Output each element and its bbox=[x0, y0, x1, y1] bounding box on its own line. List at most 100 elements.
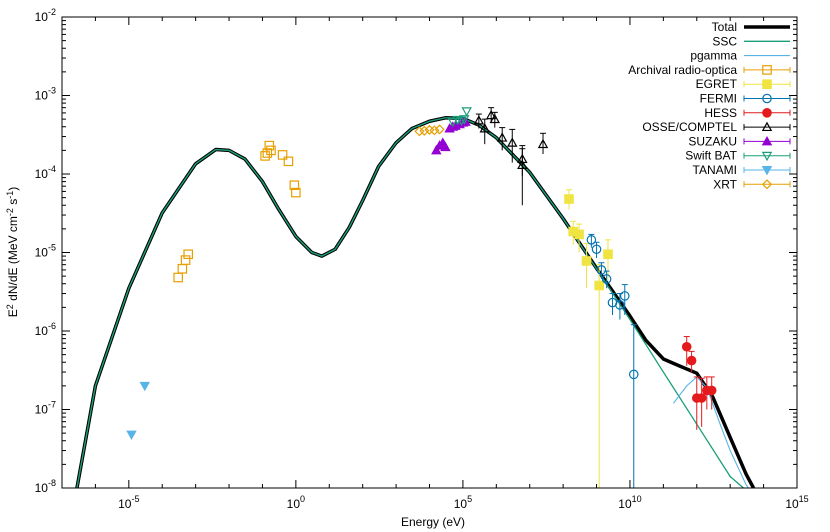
data-point bbox=[291, 187, 301, 198]
legend-label: FERMI bbox=[700, 92, 737, 106]
data-point bbox=[686, 355, 697, 366]
data-point bbox=[574, 229, 584, 240]
data-point bbox=[183, 249, 194, 260]
data-point bbox=[591, 244, 602, 255]
legend-marker bbox=[761, 121, 773, 132]
data-point bbox=[419, 125, 430, 136]
series-tanami bbox=[126, 381, 150, 440]
data-point bbox=[615, 300, 625, 310]
y-tick-label: 10-5 bbox=[35, 243, 56, 260]
y-tick-label: 10-3 bbox=[35, 86, 56, 103]
legend-entry: pgamma bbox=[690, 49, 790, 63]
legend-entry: Archival radio-optica bbox=[628, 63, 791, 77]
x-axis-label: Energy (eV) bbox=[401, 515, 465, 529]
x-tick-label: 1015 bbox=[785, 494, 808, 511]
data-point bbox=[507, 137, 518, 147]
data-point bbox=[173, 272, 183, 283]
legend-entry: SSC bbox=[712, 34, 790, 48]
legend-marker bbox=[761, 151, 773, 162]
legend-entry: TANAMI bbox=[693, 163, 791, 177]
legend-label: Total bbox=[712, 20, 737, 34]
data-point bbox=[628, 369, 639, 380]
data-point bbox=[619, 291, 630, 301]
y-tick-label: 10-8 bbox=[35, 478, 56, 495]
data-point bbox=[266, 145, 276, 156]
data-point bbox=[586, 235, 597, 245]
data-point bbox=[440, 141, 451, 152]
data-point bbox=[289, 180, 300, 190]
y-tick-label: 10-6 bbox=[35, 321, 56, 338]
data-point bbox=[434, 124, 445, 135]
data-point bbox=[564, 194, 574, 204]
legend-marker bbox=[761, 166, 773, 176]
series-egret bbox=[564, 189, 613, 488]
legend-entry: Total bbox=[712, 20, 790, 34]
series-archival-radio-optica bbox=[173, 140, 301, 283]
data-point bbox=[601, 274, 612, 284]
data-point bbox=[139, 381, 150, 392]
data-point bbox=[596, 265, 607, 275]
data-point bbox=[594, 280, 604, 291]
data-point bbox=[283, 156, 294, 167]
data-point bbox=[696, 393, 707, 403]
series-xrt bbox=[414, 124, 445, 137]
data-point bbox=[581, 256, 592, 266]
data-point bbox=[452, 115, 463, 126]
x-tick-label: 10-5 bbox=[118, 494, 139, 511]
legend-label: pgamma bbox=[690, 49, 737, 63]
legend-entry: FERMI bbox=[700, 92, 791, 106]
legend-marker bbox=[762, 93, 772, 104]
legend-label: TANAMI bbox=[693, 163, 737, 177]
data-point bbox=[180, 255, 191, 265]
data-point bbox=[126, 430, 137, 440]
legend-marker bbox=[762, 108, 772, 118]
data-point bbox=[681, 341, 692, 352]
data-point bbox=[459, 115, 470, 125]
legend-marker bbox=[762, 79, 772, 89]
curve-total bbox=[75, 116, 756, 488]
legend-entry: XRT bbox=[713, 177, 791, 191]
legend-entry: EGRET bbox=[696, 77, 791, 91]
legend-label: SSC bbox=[712, 34, 737, 48]
data-point bbox=[447, 118, 459, 128]
x-tick-label: 105 bbox=[454, 494, 472, 511]
data-point bbox=[537, 138, 549, 149]
legend-label: HESS bbox=[704, 106, 737, 120]
series-osse-comptel bbox=[473, 107, 549, 206]
legend-entry: OSSE/COMPTEL bbox=[642, 120, 791, 134]
curve-pgamma bbox=[672, 376, 749, 488]
data-point bbox=[479, 123, 490, 133]
axes: 10-8 10-7 10-6 10-5 10-4 10-3 10-2 10-5 100 105 10… bbox=[35, 7, 809, 511]
plot-frame bbox=[61, 16, 798, 489]
legend-label: EGRET bbox=[696, 77, 738, 91]
series-fermi bbox=[586, 233, 639, 488]
legend-marker bbox=[761, 135, 773, 146]
y-tick-label: 10-7 bbox=[35, 400, 56, 417]
legend-label: SUZAKU bbox=[688, 134, 737, 148]
data-point bbox=[260, 151, 270, 161]
data-point bbox=[461, 107, 472, 117]
legend-label: OSSE/COMPTEL bbox=[642, 120, 737, 134]
series-hess bbox=[681, 336, 717, 430]
legend-entry: HESS bbox=[704, 106, 791, 120]
legend-entry: SUZAKU bbox=[688, 134, 791, 148]
data-point bbox=[431, 144, 442, 155]
x-tick-label: 1010 bbox=[618, 494, 641, 511]
series-swift-bat bbox=[447, 107, 472, 128]
data-point bbox=[177, 263, 188, 274]
curve-ssc bbox=[76, 117, 744, 488]
data-point bbox=[517, 159, 528, 170]
y-tick-label: 10-2 bbox=[35, 7, 56, 24]
y-tick-label: 10-4 bbox=[35, 164, 56, 181]
data-point bbox=[473, 115, 485, 125]
data-point bbox=[706, 385, 717, 396]
data-points bbox=[126, 107, 717, 488]
legend-marker bbox=[761, 179, 773, 190]
data-point bbox=[603, 249, 613, 260]
data-point bbox=[489, 113, 501, 124]
legend-label: Swift BAT bbox=[685, 149, 737, 163]
data-point bbox=[496, 132, 508, 142]
x-tick-label: 100 bbox=[287, 494, 305, 511]
